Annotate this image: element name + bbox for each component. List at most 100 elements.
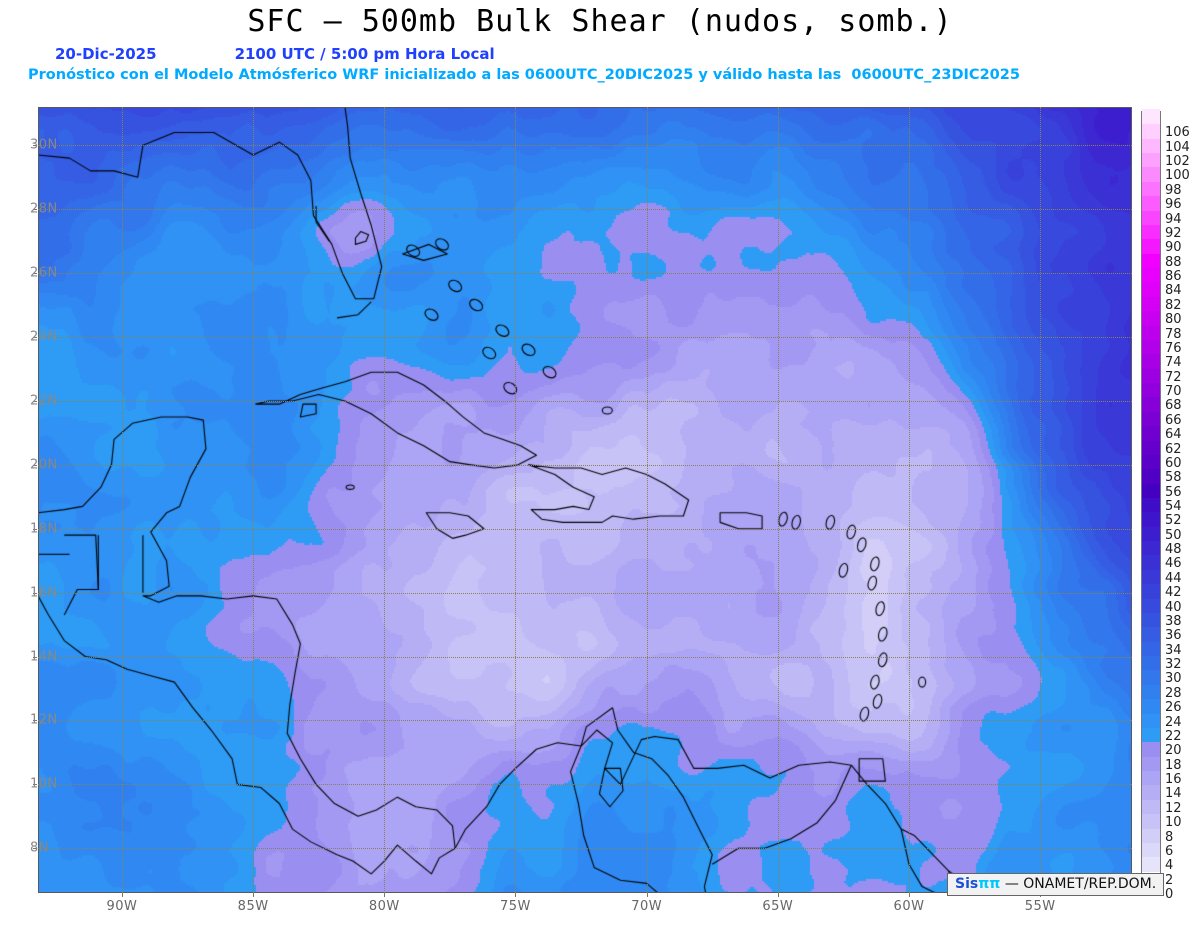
y-tick — [33, 720, 37, 722]
colorbar-swatch — [1142, 382, 1160, 398]
y-tick — [33, 273, 37, 275]
y-axis-label: 24N — [30, 329, 58, 345]
y-tick — [33, 784, 37, 786]
x-axis-label: 80W — [368, 899, 400, 914]
x-axis-label: 55W — [1024, 899, 1056, 914]
x-tick — [121, 893, 123, 897]
colorbar — [1141, 109, 1161, 887]
y-axis-label: 14N — [30, 649, 58, 665]
colorbar-swatch — [1142, 526, 1160, 542]
colorbar-swatch — [1142, 554, 1160, 570]
colorbar-swatch — [1142, 741, 1160, 757]
colorbar-swatch — [1142, 497, 1160, 513]
colorbar-labels: 0 2 4 6 8 10 12 14 16 18 20 22 24 26 28 30 32 34 36 38 40 42 4… — [1165, 125, 1190, 902]
colorbar-swatch — [1142, 310, 1160, 326]
x-tick — [384, 893, 386, 897]
y-tick — [33, 337, 37, 339]
y-axis-label: 8N — [30, 840, 49, 856]
y-axis-label: 28N — [30, 201, 58, 217]
colorbar-swatch — [1142, 411, 1160, 427]
colorbar-swatch — [1142, 856, 1160, 872]
colorbar-swatch — [1142, 123, 1160, 139]
brand-tt: ππ — [978, 876, 1001, 892]
colorbar-swatch — [1142, 641, 1160, 657]
colorbar-swatch — [1142, 799, 1160, 815]
colorbar-swatch — [1142, 827, 1160, 843]
y-tick — [33, 848, 37, 850]
y-axis-label: 16N — [30, 585, 58, 601]
x-axis-label: 65W — [762, 899, 794, 914]
y-tick — [33, 528, 37, 530]
colorbar-swatch — [1142, 468, 1160, 484]
y-axis-label: 10N — [30, 776, 58, 792]
y-tick — [33, 592, 37, 594]
y-axis-label: 12N — [30, 712, 58, 728]
colorbar-swatch — [1142, 669, 1160, 685]
colorbar-swatch — [1142, 253, 1160, 269]
map-plot-area[interactable] — [38, 107, 1132, 893]
y-axis-label: 18N — [30, 521, 58, 537]
x-tick — [646, 893, 648, 897]
forecast-datetime: 20-Dic-2025 2100 UTC / 5:00 pm Hora Local — [55, 45, 495, 63]
colorbar-swatch — [1142, 109, 1160, 125]
colorbar-swatch — [1142, 712, 1160, 728]
colorbar-swatch — [1142, 784, 1160, 800]
y-axis-label: 30N — [30, 137, 58, 153]
colorbar-swatch — [1142, 368, 1160, 384]
colorbar-swatch — [1142, 483, 1160, 498]
colorbar-swatch — [1142, 626, 1160, 642]
y-tick — [33, 209, 37, 211]
colorbar-swatch — [1142, 152, 1160, 168]
colorbar-swatch — [1142, 583, 1160, 599]
colorbar-swatch — [1142, 756, 1160, 772]
shear-shading — [38, 107, 1132, 893]
forecast-date: 20-Dic-2025 — [55, 45, 157, 63]
colorbar-swatch — [1142, 454, 1160, 470]
colorbar-swatch — [1142, 339, 1160, 355]
page-title: SFC — 500mb Bulk Shear (nudos, somb.) — [247, 4, 953, 39]
colorbar-swatch — [1142, 166, 1160, 182]
colorbar-swatch — [1142, 425, 1160, 441]
colorbar-swatch — [1142, 598, 1160, 613]
x-axis-label: 60W — [893, 899, 925, 914]
y-tick — [33, 656, 37, 658]
colorbar-swatch — [1142, 324, 1160, 340]
y-axis-label: 20N — [30, 457, 58, 473]
branding-label: Sisππ — ONAMET/REP.DOM. — [947, 873, 1165, 896]
colorbar-swatch — [1142, 540, 1160, 556]
x-tick — [515, 893, 517, 897]
colorbar-swatch — [1142, 281, 1160, 297]
colorbar-swatch — [1142, 396, 1160, 412]
brand-sis: Sis — [955, 876, 979, 892]
colorbar-swatch — [1142, 195, 1160, 211]
colorbar-swatch — [1142, 770, 1160, 786]
colorbar-swatch — [1142, 612, 1160, 628]
colorbar-swatch — [1142, 684, 1160, 700]
model-subtitle: Pronóstico con el Modelo Atmósferico WRF… — [28, 67, 1020, 83]
colorbar-swatch — [1142, 238, 1160, 254]
colorbar-swatch — [1142, 842, 1160, 858]
y-axis-label: 22N — [30, 393, 58, 409]
colorbar-swatch — [1142, 569, 1160, 585]
colorbar-swatch — [1142, 698, 1160, 714]
colorbar-swatch — [1142, 353, 1160, 369]
y-tick — [33, 145, 37, 147]
colorbar-swatch — [1142, 655, 1160, 671]
x-axis-label: 85W — [237, 899, 269, 914]
x-axis-label: 90W — [106, 899, 138, 914]
x-tick — [777, 893, 779, 897]
colorbar-swatch — [1142, 181, 1160, 197]
colorbar-swatch — [1142, 296, 1160, 312]
colorbar-swatch — [1142, 224, 1160, 240]
forecast-time: 2100 UTC / 5:00 pm Hora Local — [234, 45, 495, 63]
y-tick — [33, 400, 37, 402]
x-axis-label: 75W — [500, 899, 531, 914]
colorbar-swatch — [1142, 138, 1160, 154]
x-tick — [253, 893, 255, 897]
colorbar-swatch — [1142, 267, 1160, 283]
colorbar-swatch — [1142, 727, 1160, 743]
x-axis-label: 70W — [631, 899, 663, 914]
x-tick — [909, 893, 910, 897]
y-axis-label: 26N — [30, 265, 58, 281]
colorbar-swatch — [1142, 439, 1160, 455]
